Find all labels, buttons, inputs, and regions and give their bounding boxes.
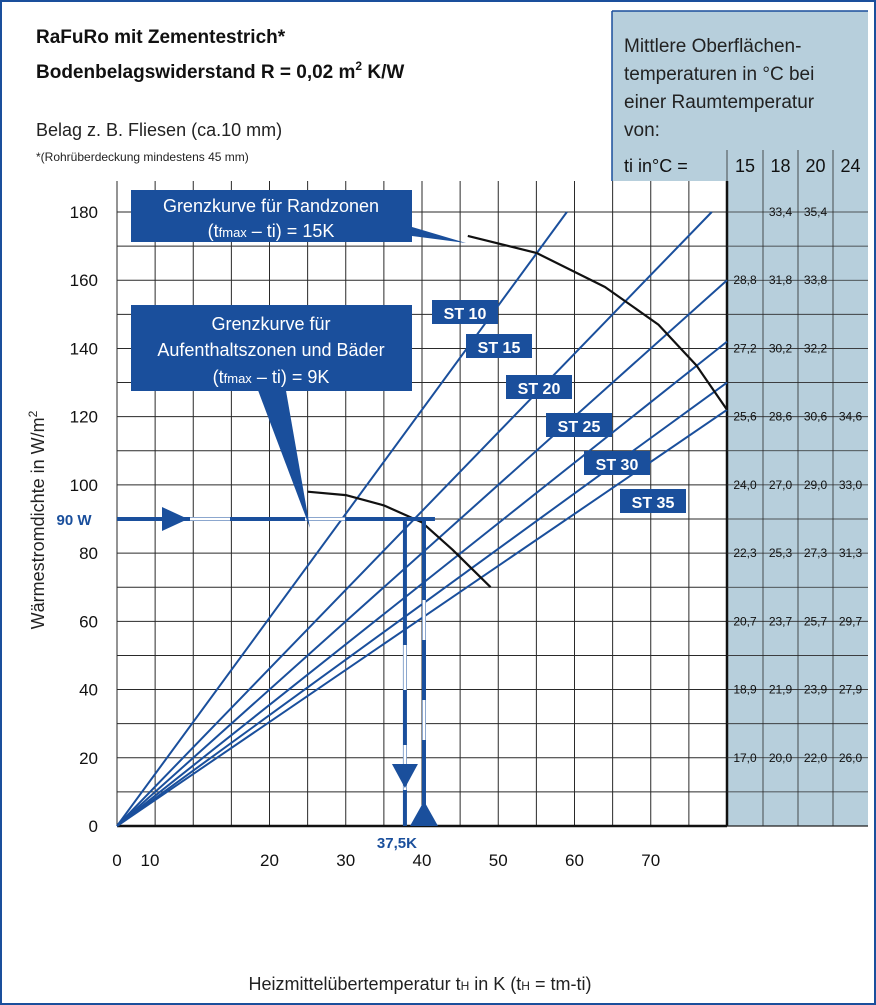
y-tick-label: 180 bbox=[70, 203, 98, 222]
chart-title-line2: Bodenbelagswiderstand R = 0,02 m2 K/W bbox=[36, 59, 404, 83]
value-table: 15 18 20 24 33,4 35,4 28,8 31,8 33,8 27,2 30,2 32,2… bbox=[726, 150, 868, 827]
y-tick-label: 20 bbox=[79, 749, 98, 768]
example-t-label: 37,5K bbox=[377, 835, 417, 852]
chart-labels: 0 20 40 60 80 100 120 140 160 180 0 10 20 30 40 50 60 70 S… bbox=[56, 190, 686, 870]
table-cell: 26,0 bbox=[839, 751, 863, 765]
x-tick-label: 20 bbox=[260, 851, 279, 870]
series-label-box bbox=[432, 300, 498, 324]
table-cell: 23,9 bbox=[804, 683, 828, 697]
table-cell: 28,8 bbox=[733, 273, 757, 287]
table-column-header: 24 bbox=[840, 156, 860, 176]
table-cell: 25,7 bbox=[804, 614, 828, 628]
table-cell: 35,4 bbox=[804, 205, 828, 219]
series-label-box bbox=[546, 413, 612, 437]
table-title-line1: Mittlere Oberflächen- bbox=[624, 36, 801, 57]
ti-label: ti in°C = bbox=[624, 156, 688, 176]
table-header-bg bbox=[612, 11, 868, 181]
x-tick-label: 70 bbox=[641, 851, 660, 870]
chart-series bbox=[116, 211, 728, 827]
limit-curve bbox=[307, 490, 492, 588]
table-cell: 18,9 bbox=[733, 683, 757, 697]
callout-text: Grenzkurve für Randzonen bbox=[163, 196, 379, 216]
series-label: ST 35 bbox=[632, 495, 675, 512]
arrow-down-icon bbox=[391, 764, 418, 788]
arrow-right-icon bbox=[162, 507, 188, 531]
table-cell: 34,6 bbox=[839, 410, 863, 424]
table-body-bg bbox=[727, 181, 868, 826]
table-cell: 31,3 bbox=[839, 546, 863, 560]
x-axis-label: Heizmittelübertemperatur tH in K (tH = t… bbox=[249, 974, 592, 994]
table-cell: 27,0 bbox=[769, 478, 793, 492]
chart-title-line1: RaFuRo mit Zementestrich* bbox=[36, 27, 286, 48]
table-cell: 31,8 bbox=[769, 273, 793, 287]
table-cell: 22,0 bbox=[804, 751, 828, 765]
table-cell: 33,4 bbox=[769, 205, 793, 219]
table-cell: 20,0 bbox=[769, 751, 793, 765]
table-cell: 33,0 bbox=[839, 478, 863, 492]
table-cell: 30,2 bbox=[769, 341, 793, 355]
series-label: ST 20 bbox=[518, 381, 561, 398]
series-label-box bbox=[466, 334, 532, 358]
y-tick-label: 140 bbox=[70, 339, 98, 358]
series-label: ST 30 bbox=[596, 457, 639, 474]
y-tick-label: 0 bbox=[89, 817, 98, 836]
arrow-up-icon bbox=[410, 801, 438, 826]
y-tick-label: 60 bbox=[79, 612, 98, 631]
callout-text: Aufenthaltszonen und Bäder bbox=[157, 340, 384, 360]
x-tick-label: 50 bbox=[489, 851, 508, 870]
belag-text: Belag z. B. Fliesen (ca.10 mm) bbox=[36, 120, 282, 140]
callout-box-randzonen bbox=[131, 190, 412, 242]
table-title-line4: von: bbox=[624, 120, 660, 141]
table-cell: 23,7 bbox=[769, 614, 793, 628]
callout-pointer bbox=[256, 385, 310, 528]
callout-pointer bbox=[402, 224, 466, 243]
y-tick-label: 100 bbox=[70, 476, 98, 495]
table-cell: 22,3 bbox=[733, 546, 757, 560]
series-label-box bbox=[584, 451, 650, 475]
cover-note: *(Rohrüberdeckung mindestens 45 mm) bbox=[36, 150, 249, 164]
table-title-line2: temperaturen in °C bei bbox=[624, 64, 814, 85]
table-cell: 25,3 bbox=[769, 546, 793, 560]
y-tick-label: 80 bbox=[79, 544, 98, 563]
table-cell: 17,0 bbox=[733, 751, 757, 765]
series-label-box bbox=[620, 489, 686, 513]
table-cell: 29,0 bbox=[804, 478, 828, 492]
table-title-line3: einer Raumtemperatur bbox=[624, 92, 815, 113]
callout-box-aufenthalt bbox=[131, 305, 412, 391]
example-q-label: 90 W bbox=[56, 512, 92, 529]
table-cell: 32,2 bbox=[804, 341, 828, 355]
table-cell: 27,2 bbox=[733, 341, 757, 355]
x-tick-label: 40 bbox=[413, 851, 432, 870]
table-cell: 30,6 bbox=[804, 410, 828, 424]
table-cell: 27,3 bbox=[804, 546, 828, 560]
y-axis-label: Wärmestromdichte in W/m2 bbox=[26, 410, 48, 629]
callout-formula: (tfmax – ti) = 9K bbox=[213, 367, 330, 387]
series-label: ST 10 bbox=[444, 306, 487, 323]
callout-formula: (tfmax – ti) = 15K bbox=[208, 221, 335, 241]
y-tick-label: 120 bbox=[70, 408, 98, 427]
series-label: ST 25 bbox=[558, 419, 601, 436]
series-label-box bbox=[506, 375, 572, 399]
table-cell: 25,6 bbox=[733, 410, 757, 424]
limit-curve bbox=[467, 234, 728, 411]
table-column-header: 15 bbox=[735, 156, 755, 176]
table-cell: 33,8 bbox=[804, 273, 828, 287]
table-column-header: 20 bbox=[805, 156, 825, 176]
x-tick-label: 0 bbox=[112, 851, 121, 870]
callout-text: Grenzkurve für bbox=[211, 314, 330, 334]
table-column-header: 18 bbox=[770, 156, 790, 176]
table-cell: 24,0 bbox=[733, 478, 757, 492]
table-cell: 27,9 bbox=[839, 683, 863, 697]
x-tick-label: 30 bbox=[336, 851, 355, 870]
y-tick-label: 40 bbox=[79, 681, 98, 700]
table-cell: 29,7 bbox=[839, 614, 863, 628]
series-label: ST 15 bbox=[478, 340, 521, 357]
table-cell: 28,6 bbox=[769, 410, 793, 424]
x-tick-label: 60 bbox=[565, 851, 584, 870]
x-tick-label: 10 bbox=[141, 851, 160, 870]
table-cell: 21,9 bbox=[769, 683, 793, 697]
table-cell: 20,7 bbox=[733, 614, 757, 628]
y-tick-label: 160 bbox=[70, 271, 98, 290]
